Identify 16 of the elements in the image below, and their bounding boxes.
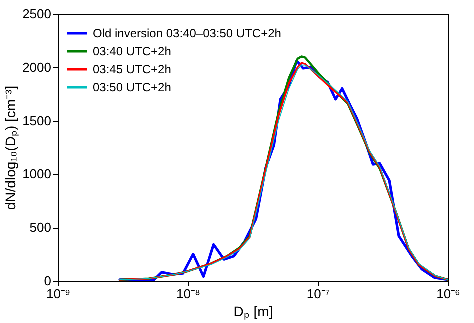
- y-axis-title: dN/dlog₁₀(Dₚ) [cm⁻³]: [2, 86, 20, 210]
- y-tick-label: 0: [44, 274, 52, 288]
- y-tick-label: 500: [30, 220, 52, 236]
- y-tick-label: 1000: [22, 166, 52, 182]
- x-axis-title: Dₚ [m]: [234, 304, 274, 320]
- x-tick-label: 10⁻⁹: [46, 286, 71, 302]
- y-tick-label: 2000: [22, 60, 52, 75]
- y-tick-label: 1500: [22, 113, 52, 128]
- x-tick-label: 10⁻⁶: [436, 286, 460, 302]
- x-tick-label: 10⁻⁸: [176, 286, 200, 302]
- legend-label: 03:40 UTC+2h: [93, 44, 172, 58]
- y-tick-label: 2500: [22, 6, 52, 22]
- legend-label: Old inversion 03:40–03:50 UTC+2h: [93, 26, 282, 40]
- legend-label: 03:50 UTC+2h: [93, 80, 172, 94]
- legend-label: 03:45 UTC+2h: [93, 62, 172, 76]
- x-tick-label: 10⁻⁷: [306, 286, 330, 302]
